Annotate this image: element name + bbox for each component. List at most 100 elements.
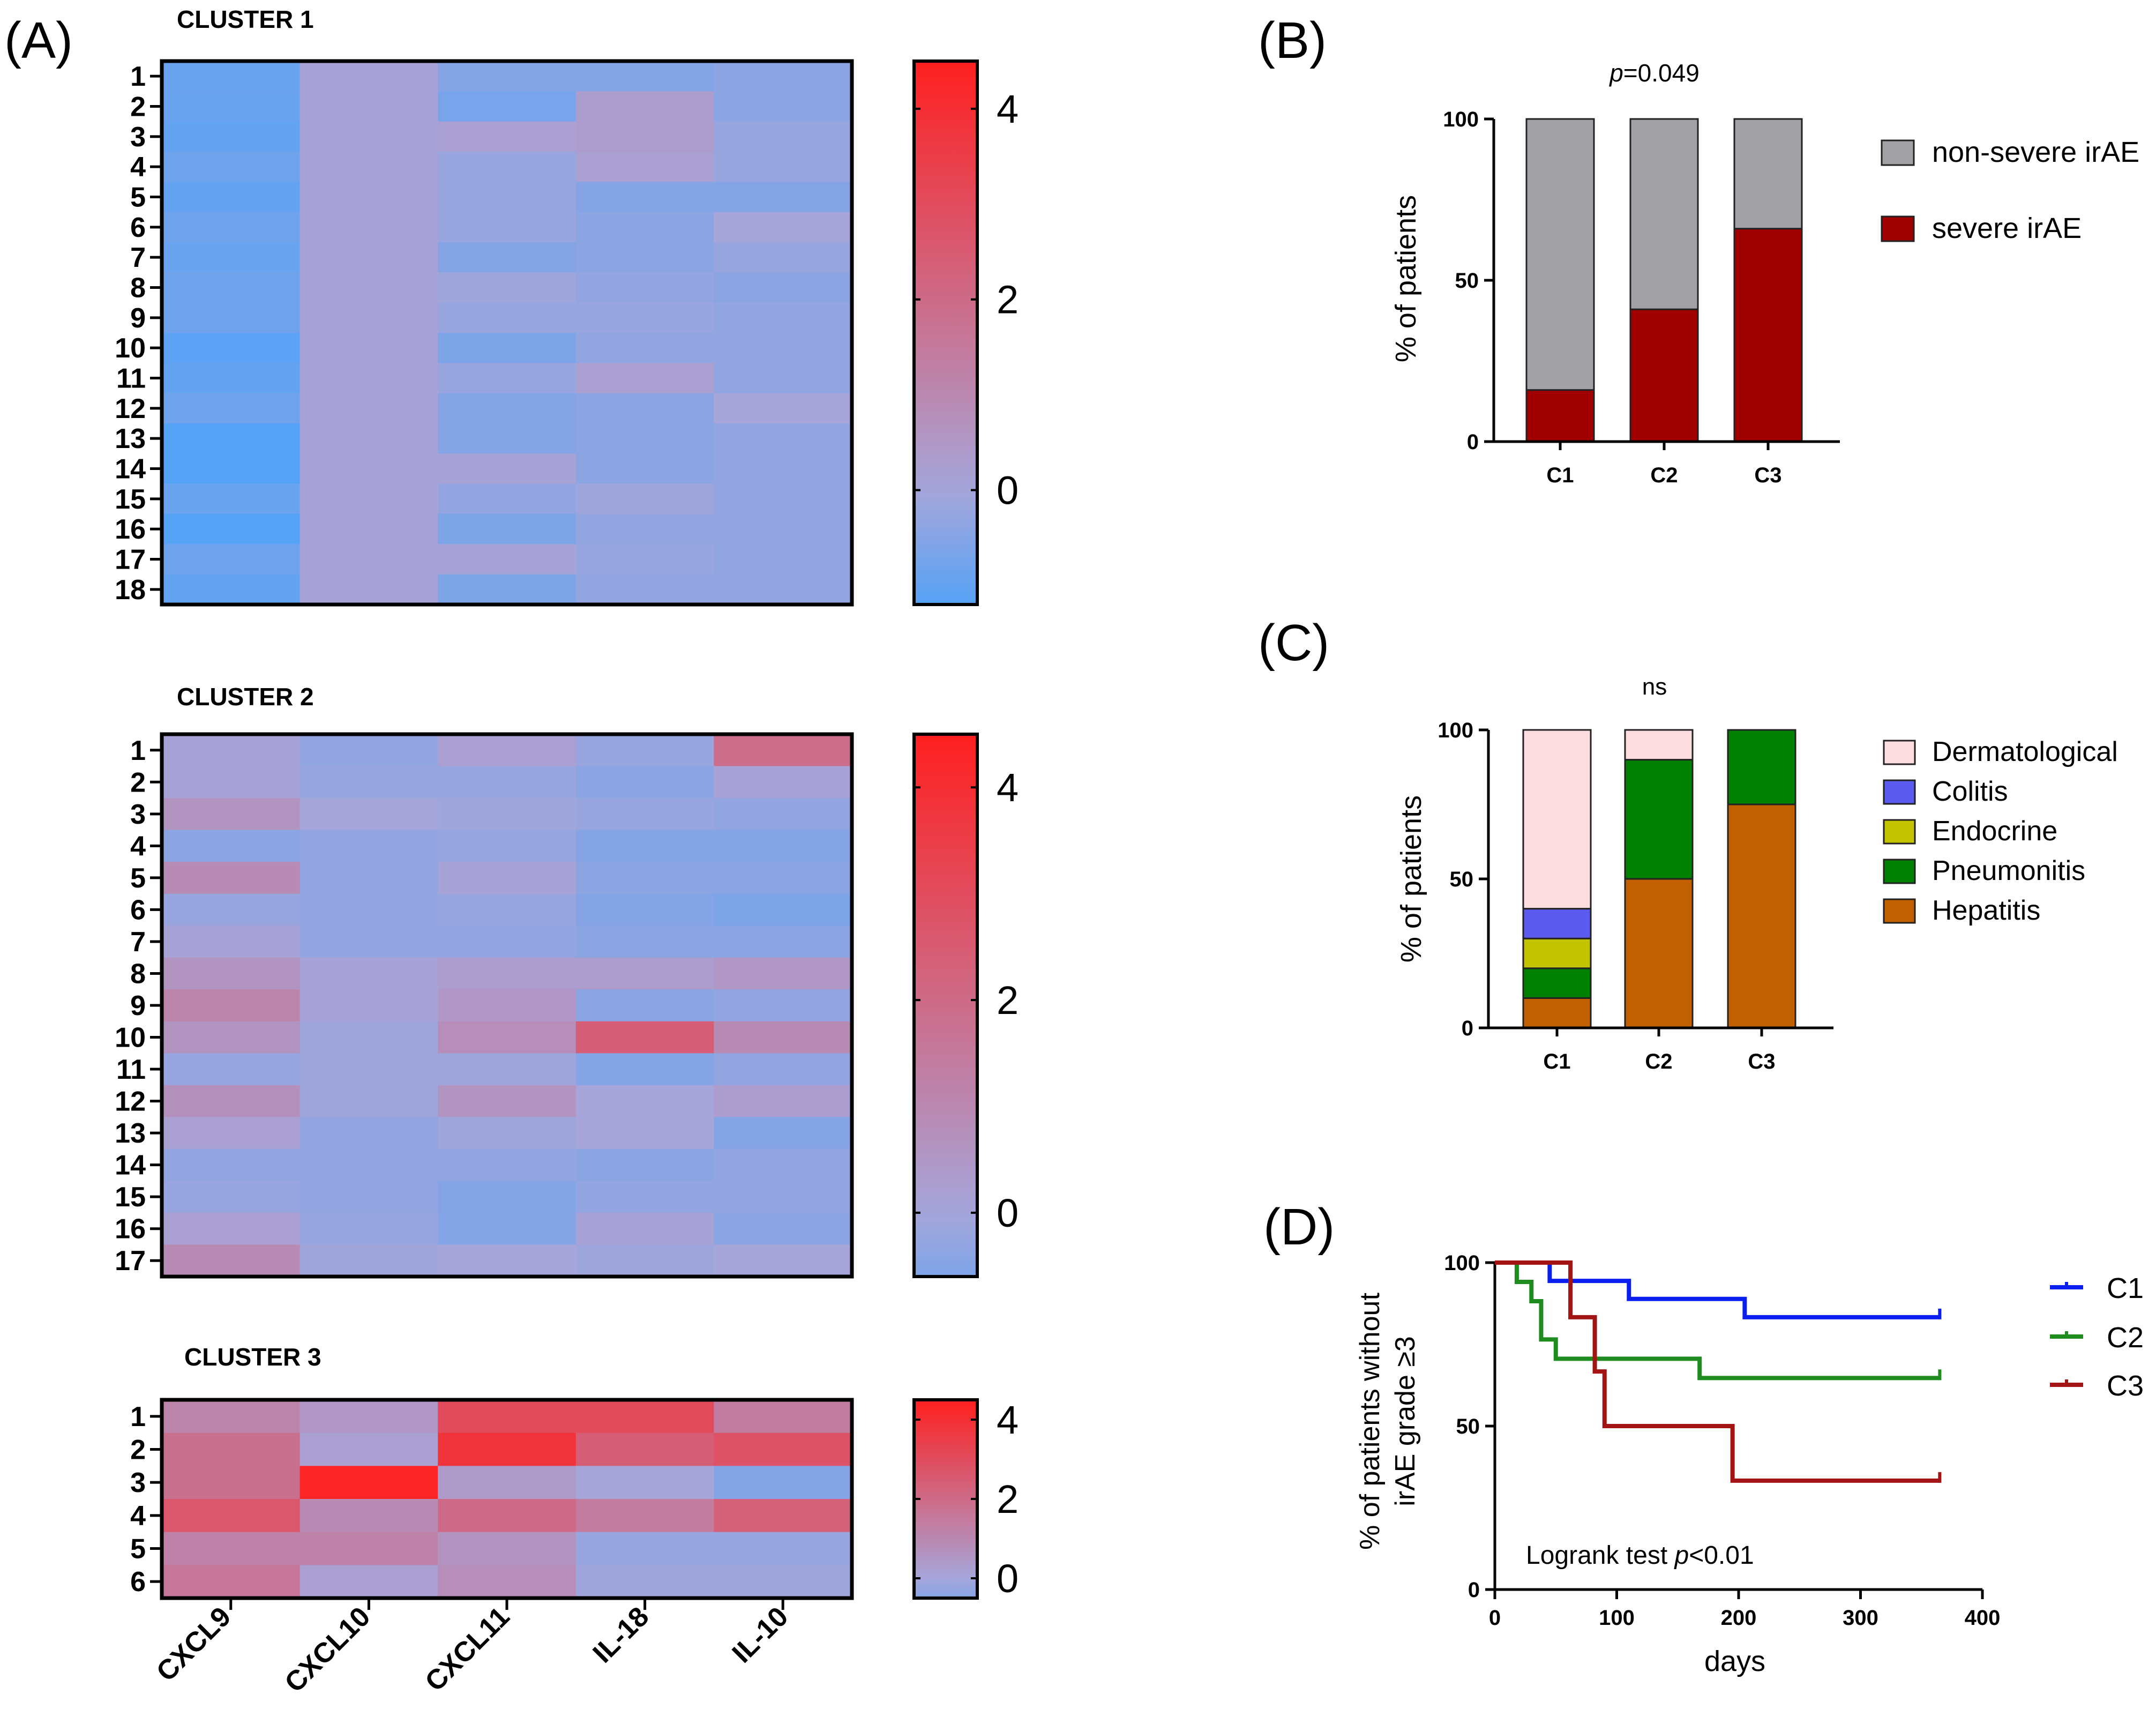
column-label: CXCL11 xyxy=(420,1601,516,1697)
heatmap-cell xyxy=(575,1432,714,1466)
heatmap-cell xyxy=(575,61,714,92)
colorbar-tick-label: 0 xyxy=(997,1556,1019,1601)
bar-segment xyxy=(1733,118,1803,230)
row-label: 10 xyxy=(115,1023,146,1054)
legend-swatch-non-severe xyxy=(1881,139,1915,166)
heatmap-cell xyxy=(300,242,438,273)
heatmap-cell xyxy=(714,152,852,182)
y-tick-label: 0 xyxy=(1467,430,1479,454)
heatmap-cell xyxy=(162,514,301,544)
x-tick-label: 200 xyxy=(1721,1606,1757,1630)
panel-label-c: (C) xyxy=(1258,614,1329,671)
legend-label-colitis: Colitis xyxy=(1932,776,2008,807)
colorbar-tick-label: 2 xyxy=(997,1477,1019,1521)
heatmap-cell xyxy=(714,1053,852,1086)
heatmap-cell xyxy=(714,212,852,243)
heatmap-cell xyxy=(714,1244,852,1277)
heatmap-cell xyxy=(162,302,301,333)
heatmap-cell xyxy=(300,1148,438,1181)
bar-segment xyxy=(1727,803,1796,1029)
y-tick-label: 50 xyxy=(1455,269,1479,293)
chart-d-legend: C1 C2 C3 xyxy=(2050,1272,2144,1402)
heatmap-cell xyxy=(300,1085,438,1117)
heatmap-cell xyxy=(438,61,577,92)
x-tick-label: C1 xyxy=(1546,464,1574,487)
heatmap-cell xyxy=(575,1466,714,1499)
row-label: 10 xyxy=(115,333,146,364)
legend-label-c3: C3 xyxy=(2107,1370,2144,1402)
heatmap-cell xyxy=(162,393,301,424)
heatmap-cell xyxy=(300,1244,438,1277)
heatmap-cell xyxy=(575,1117,714,1150)
legend-swatch-severe xyxy=(1881,215,1915,242)
y-tick-label: 0 xyxy=(1462,1017,1473,1040)
heatmap-cell xyxy=(438,212,577,243)
heatmap-cell xyxy=(438,1532,577,1565)
heatmap-cell xyxy=(714,272,852,303)
bar-segment xyxy=(1629,118,1699,310)
heatmap-cell xyxy=(162,333,301,363)
heatmap-cell xyxy=(438,152,577,182)
chart-b-y-label: % of patients xyxy=(1390,195,1422,362)
row-label: 16 xyxy=(115,514,146,545)
heatmap-cell xyxy=(714,333,852,363)
heatmap-cell xyxy=(300,91,438,122)
heatmap-cell xyxy=(438,302,577,333)
heatmap-cell xyxy=(162,1148,301,1181)
heatmap-title-cluster-2: CLUSTER 2 xyxy=(177,683,314,711)
heatmap-cell xyxy=(162,1565,301,1599)
heatmap-cell xyxy=(714,574,852,605)
heatmap-cell xyxy=(300,862,438,894)
heatmap-cell xyxy=(162,91,301,122)
heatmap-cell xyxy=(438,1117,577,1150)
heatmap-cell xyxy=(162,544,301,575)
colorbar-tick-label: 4 xyxy=(997,765,1019,810)
heatmap-cell xyxy=(162,453,301,484)
heatmap-cell xyxy=(438,989,577,1022)
heatmap-cell xyxy=(714,830,852,862)
row-label: 3 xyxy=(130,799,146,830)
x-tick-label: 0 xyxy=(1489,1606,1501,1630)
row-label: 5 xyxy=(130,1534,146,1565)
heatmap-cell xyxy=(162,862,301,894)
heatmap-cell xyxy=(438,893,577,926)
heatmap-cell xyxy=(575,1021,714,1054)
heatmap-cell xyxy=(438,1432,577,1466)
heatmap-column-labels: CXCL9 CXCL10 CXCL11 IL-18 IL-10 xyxy=(151,1601,795,1698)
heatmap-cell xyxy=(575,514,714,544)
row-label: 5 xyxy=(130,863,146,894)
heatmap-cell xyxy=(575,862,714,894)
heatmap-cell xyxy=(162,734,301,767)
row-label: 12 xyxy=(115,1086,146,1117)
heatmap-cell xyxy=(300,1466,438,1499)
heatmap-cell xyxy=(438,798,577,831)
heatmap-cell xyxy=(575,989,714,1022)
colorbar xyxy=(912,733,979,1278)
row-label: 12 xyxy=(115,393,146,424)
row-label: 17 xyxy=(115,1245,146,1277)
heatmap-cell xyxy=(162,423,301,454)
y-tick-label: 0 xyxy=(1468,1578,1480,1602)
heatmap-cell xyxy=(575,1181,714,1213)
heatmap-cell xyxy=(575,734,714,767)
heatmap-cell xyxy=(162,1499,301,1533)
panel-label-d: (D) xyxy=(1263,1198,1335,1256)
heatmap-cell xyxy=(300,926,438,958)
legend-label-dermatological: Dermatological xyxy=(1932,736,2118,767)
x-tick-label: C3 xyxy=(1754,464,1781,487)
bar-segment xyxy=(1733,228,1803,443)
heatmap-cell xyxy=(714,989,852,1022)
legend-label-c1: C1 xyxy=(2107,1272,2144,1304)
row-label: 17 xyxy=(115,544,146,576)
heatmap-cell xyxy=(714,1117,852,1150)
x-tick-label: C2 xyxy=(1650,464,1678,487)
heatmap-cell xyxy=(438,483,577,514)
heatmap-cell xyxy=(714,483,852,514)
heatmap-cell xyxy=(438,1244,577,1277)
chart-c-title: ns xyxy=(1642,674,1667,700)
heatmap-cell xyxy=(575,957,714,990)
heatmap-cell xyxy=(714,766,852,799)
heatmap-cell xyxy=(300,152,438,182)
heatmap-cell xyxy=(575,574,714,605)
